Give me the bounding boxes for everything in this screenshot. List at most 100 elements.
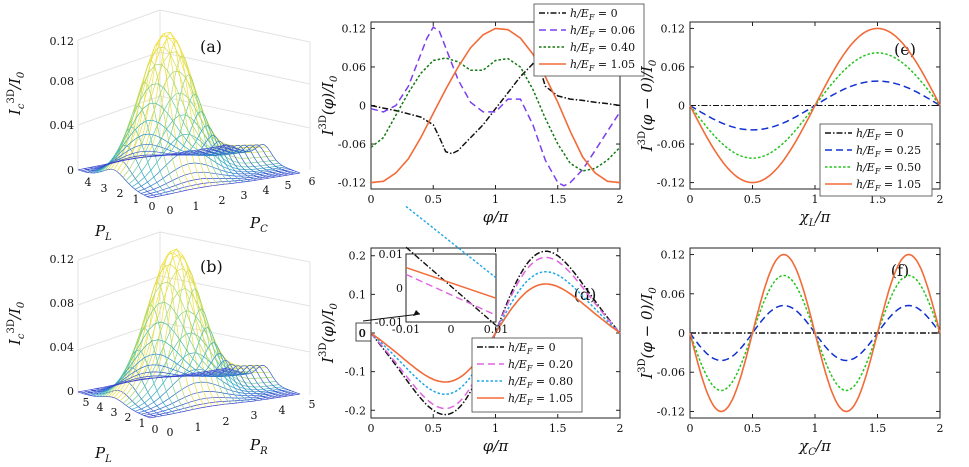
inset-x-tick-label: -0.01 xyxy=(392,323,420,336)
z-tick-label: 0.12 xyxy=(50,253,75,266)
inset-series-line xyxy=(405,246,497,326)
y-tick-label: 0.06 xyxy=(661,61,686,74)
x-axis-label: φ/π xyxy=(483,437,510,455)
panel-b-left-axis-label: PL xyxy=(94,444,112,465)
panel-b-zlabel: Ic3D/I0 xyxy=(6,301,27,346)
legend-entry: h/EF = 0 xyxy=(856,127,904,142)
mesh-line xyxy=(221,144,294,175)
x-tick-label: 2 xyxy=(937,422,944,435)
inset-y-tick-label: 0.01 xyxy=(379,248,404,261)
right-axis-tick-label: 0 xyxy=(167,426,174,439)
panel-label: (f) xyxy=(891,261,909,280)
z-tick-label: 0 xyxy=(67,164,74,177)
x-tick-label: 0 xyxy=(368,193,375,206)
right-axis-tick-label: 5 xyxy=(309,398,316,411)
legend-entry: h/EF = 0.40 xyxy=(570,41,635,56)
x-tick-label: 0 xyxy=(368,422,375,435)
x-axis-label: φ/π xyxy=(483,208,510,226)
z-tick-label: 0.04 xyxy=(50,119,75,132)
z-tick-label: 0.08 xyxy=(50,297,75,310)
series-line-3 xyxy=(370,57,621,172)
left-axis-tick-label: 3 xyxy=(111,406,118,419)
y-tick-label: 0.06 xyxy=(342,61,367,74)
y-tick-label: 0.06 xyxy=(661,288,686,301)
y-tick-label: -0.1 xyxy=(345,366,366,379)
x-tick-label: 0.5 xyxy=(744,422,762,435)
right-axis-tick-label: 2 xyxy=(219,194,226,207)
legend-entry: h/EF = 0 xyxy=(508,341,556,356)
mesh-line xyxy=(83,369,235,395)
panel-a-right-axis-label: PC xyxy=(249,214,268,235)
x-tick-label: 2 xyxy=(617,193,624,206)
x-tick-label: 1 xyxy=(812,422,819,435)
inset-series-line xyxy=(405,273,497,316)
zoom-arrow xyxy=(362,313,421,322)
legend-entry: h/EF = 0.80 xyxy=(508,375,573,390)
y-tick-label: 0.12 xyxy=(661,22,686,35)
mesh-line xyxy=(143,391,295,416)
y-axis-label: I3D(φ − 0)/I0 xyxy=(637,59,659,152)
legend-entry: h/EF = 0.20 xyxy=(508,358,573,373)
mesh-line xyxy=(215,365,288,397)
panel-b-label: (b) xyxy=(200,257,223,276)
inset: -0.01 0 0.01 0.01 0 -0.01 0 xyxy=(355,205,509,342)
y-tick-label: 0 xyxy=(359,100,366,113)
legend-entry: h/EF = 0 xyxy=(570,7,618,22)
mesh-line xyxy=(227,144,301,174)
y-tick-label: -0.06 xyxy=(657,366,685,379)
zoom-box-label: 0 xyxy=(359,327,366,340)
mesh-line xyxy=(215,144,288,176)
right-axis-tick-label: 3 xyxy=(241,189,248,202)
right-axis-tick-label: 5 xyxy=(285,179,292,192)
panel-d: 0 0.5 1 1.5 2 -0.2 -0.1 0 0.1 0.2 φ/π I3D(φ)/I0 (d) -… xyxy=(318,205,624,455)
x-tick-label: 1 xyxy=(812,193,819,206)
mesh-line xyxy=(146,171,298,197)
x-tick-label: 0.5 xyxy=(425,193,443,206)
z-tick-label: 0.12 xyxy=(50,35,75,48)
y-tick-label: -0.12 xyxy=(657,177,685,190)
series-line-1 xyxy=(370,55,621,155)
left-axis-tick-label: 0 xyxy=(152,423,159,436)
inset-x-tick-label: 0.01 xyxy=(484,323,509,336)
panel-label: (d) xyxy=(574,285,597,304)
inset-series-line xyxy=(405,266,497,299)
legend-entry: h/EF = 1.05 xyxy=(508,392,573,407)
mesh-line xyxy=(221,365,294,396)
left-axis-tick-label: 0 xyxy=(149,200,156,213)
x-axis-label: χC/π xyxy=(798,437,832,458)
y-tick-label: 0 xyxy=(678,100,685,113)
panel-f: 0 0.5 1 1.5 2 -0.12 -0.06 0 0.06 0.12 χC/π I3D(φ − … xyxy=(637,247,944,458)
z-tick-label: 0 xyxy=(67,385,74,398)
legend: h/EF = 0 h/EF = 0.20 h/EF = 0.80 h/EF = 1.0… xyxy=(471,337,583,413)
x-tick-label: 1 xyxy=(492,193,499,206)
mesh-line xyxy=(77,367,229,393)
legend-box xyxy=(471,337,583,413)
inset-frame xyxy=(405,253,497,323)
left-axis-tick-label: 4 xyxy=(85,176,92,189)
y-tick-label: -0.12 xyxy=(338,177,366,190)
left-axis-tick-label: 1 xyxy=(133,193,140,206)
mesh-line xyxy=(131,352,283,410)
left-axis-tick-label: 1 xyxy=(139,417,146,430)
x-tick-label: 2 xyxy=(617,422,624,435)
series-line-4 xyxy=(370,27,621,184)
panel-a-zlabel: Ic3D/I0 xyxy=(6,71,27,116)
x-tick-label: 2 xyxy=(937,193,944,206)
y-axis-label: I3D(φ)/I0 xyxy=(318,302,340,364)
y-tick-label: -0.12 xyxy=(657,405,685,418)
panel-b-ticks: 00.040.080.125 4 3 2 1 0 0 1 2 3 4 5 xyxy=(50,253,316,439)
mesh-line xyxy=(202,144,276,178)
legend-entry: h/EF = 0.50 xyxy=(856,161,921,176)
inset-y-tick-label: 0 xyxy=(396,282,403,295)
y-tick-label: 0 xyxy=(678,327,685,340)
y-tick-label: 0.12 xyxy=(661,249,686,262)
y-tick-label: -0.06 xyxy=(338,138,366,151)
z-tick-label: 0.04 xyxy=(50,341,75,354)
y-tick-label: -0.06 xyxy=(657,138,685,151)
panel-a: 00.040.080.124 3 2 10 0 1 2 3 4 5 6 (a) Ic3D/I0 PL… xyxy=(6,9,316,243)
right-axis-tick-label: 4 xyxy=(279,404,286,417)
panel-a-mesh xyxy=(77,31,301,199)
mesh-line xyxy=(202,365,276,399)
left-axis-tick-label: 3 xyxy=(101,182,108,195)
